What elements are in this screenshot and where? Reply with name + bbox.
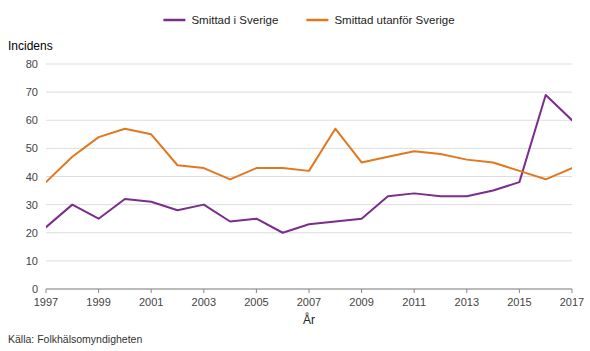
x-tick — [466, 289, 467, 293]
x-tick-label: 2017 — [560, 296, 584, 308]
x-tick — [361, 289, 362, 293]
legend-label: Smittad i Sverige — [191, 14, 278, 26]
x-tick-label: 2003 — [192, 296, 216, 308]
x-tick-label: 2007 — [297, 296, 321, 308]
legend-item: Smittad i Sverige — [163, 14, 278, 26]
grid-line — [46, 204, 572, 205]
x-tick-label: 2005 — [244, 296, 268, 308]
y-tick-label: 10 — [26, 255, 38, 267]
grid-line — [46, 232, 572, 233]
x-tick-label: 2015 — [507, 296, 531, 308]
x-tick — [519, 289, 520, 293]
x-tick-label: 2011 — [402, 296, 426, 308]
x-tick-label: 1999 — [86, 296, 110, 308]
y-tick-label: 80 — [26, 58, 38, 70]
y-tick-label: 30 — [26, 199, 38, 211]
x-tick — [572, 289, 573, 293]
x-tick — [98, 289, 99, 293]
y-tick-label: 40 — [26, 171, 38, 183]
x-tick — [46, 289, 47, 293]
series-line — [46, 129, 572, 182]
x-axis: 1997 1999 2001 2003 2005 2007 2009 2011 2013 2015… — [34, 289, 584, 308]
y-tick-label: 0 — [32, 283, 38, 295]
x-tick — [256, 289, 257, 293]
x-tick — [414, 289, 415, 293]
legend-swatch — [306, 19, 328, 22]
legend-item: Smittad utanför Sverige — [306, 14, 454, 26]
x-axis-label: År — [303, 312, 315, 327]
y-tick-label: 60 — [26, 114, 38, 126]
y-tick-label: 20 — [26, 227, 38, 239]
legend-label: Smittad utanför Sverige — [334, 14, 454, 26]
grid-line — [46, 120, 572, 121]
y-grid: 0 10 20 30 40 50 60 70 80 — [26, 58, 572, 295]
x-tick — [203, 289, 204, 293]
x-tick-label: 2009 — [349, 296, 373, 308]
y-tick-label: 70 — [26, 86, 38, 98]
x-tick-label: 2013 — [455, 296, 479, 308]
x-tick-label: 1997 — [34, 296, 58, 308]
y-axis-label: Incidens — [8, 39, 53, 53]
y-tick-label: 50 — [26, 142, 38, 154]
series-line — [46, 95, 572, 233]
series-lines — [46, 95, 572, 233]
chart: 0 10 20 30 40 50 60 70 80 1997 1999 2001 2003 2005 200… — [0, 0, 590, 351]
x-tick — [151, 289, 152, 293]
grid-line — [46, 64, 572, 65]
grid-line — [46, 260, 572, 261]
legend-swatch — [163, 19, 185, 22]
grid-line — [46, 148, 572, 149]
grid-line — [46, 176, 572, 177]
x-tick-label: 2001 — [139, 296, 163, 308]
x-tick — [309, 289, 310, 293]
legend: Smittad i Sverige Smittad utanför Sverige — [163, 14, 454, 26]
grid-line — [46, 92, 572, 93]
source-note: Källa: Folkhälsomyndigheten — [8, 333, 142, 345]
